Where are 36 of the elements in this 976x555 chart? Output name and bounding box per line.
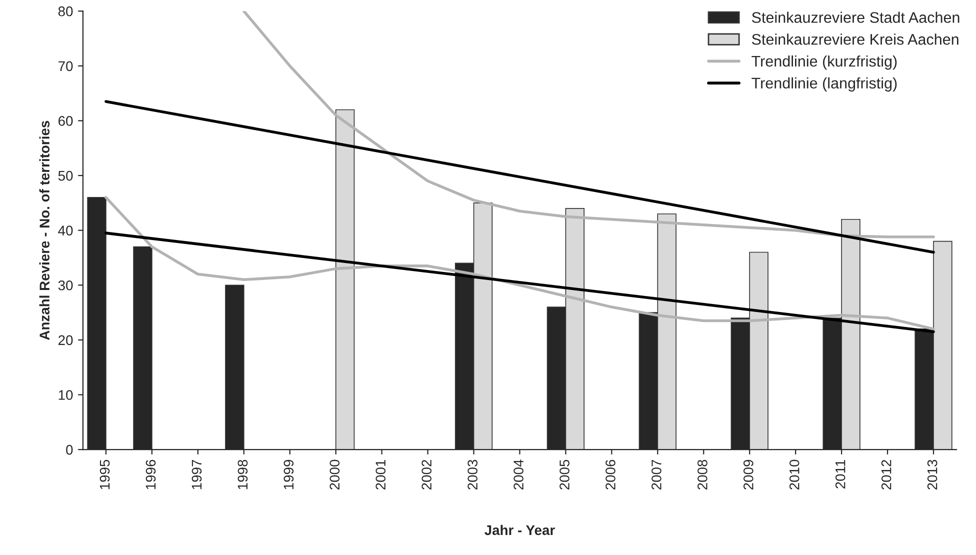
x-tick-label: 1995 — [100, 460, 110, 490]
x-tick-label: 2002 — [422, 460, 432, 490]
x-tick-label: 2010 — [789, 460, 800, 490]
x-axis-title: Jahr - Year — [484, 524, 555, 536]
x-tick-label: 2006 — [606, 460, 616, 490]
legend-label: Trendlinie (langfristig) — [752, 77, 897, 92]
x-tick-label: 2007 — [652, 460, 662, 490]
legend-label: Trendlinie (kurzfristig) — [752, 55, 897, 70]
legend-label: Steinkauzreviere Kreis Aachen — [752, 34, 958, 45]
x-tick-label: 1998 — [238, 460, 248, 490]
bar — [335, 109, 355, 450]
y-tick-label: 60 — [58, 116, 73, 126]
y-tick-label: 50 — [58, 170, 73, 181]
x-tick-label: 1997 — [192, 460, 202, 490]
x-tick-label: 2000 — [330, 460, 340, 490]
x-tick-label: 2005 — [560, 460, 570, 490]
y-tick-label: 70 — [58, 61, 73, 72]
x-tick-label: 2011 — [835, 460, 846, 488]
y-axis-title: Anzahl Reviere - No. of territories — [39, 120, 50, 340]
x-tick-label: 1999 — [284, 460, 294, 490]
y-tick-label: 40 — [58, 226, 73, 236]
x-tick-label: 2009 — [743, 460, 754, 490]
x-tick-label: 2008 — [698, 460, 708, 490]
x-tick-label: 2012 — [881, 460, 892, 490]
legend-label: Steinkauzreviere Stadt Aachen — [752, 12, 960, 23]
x-tick-label: 2003 — [468, 460, 478, 490]
y-tick-label: 10 — [58, 390, 73, 400]
line-series — [104, 196, 935, 330]
x-tick-label: 2004 — [514, 460, 524, 490]
y-tick-label: 20 — [58, 335, 73, 346]
y-tick-label: 30 — [58, 280, 73, 290]
x-tick-label: 2001 — [376, 460, 386, 490]
y-tick-label: 0 — [66, 444, 73, 455]
x-tick-label: 2013 — [927, 460, 938, 490]
x-tick-label: 1996 — [146, 460, 156, 490]
y-tick-label: 80 — [58, 6, 73, 16]
